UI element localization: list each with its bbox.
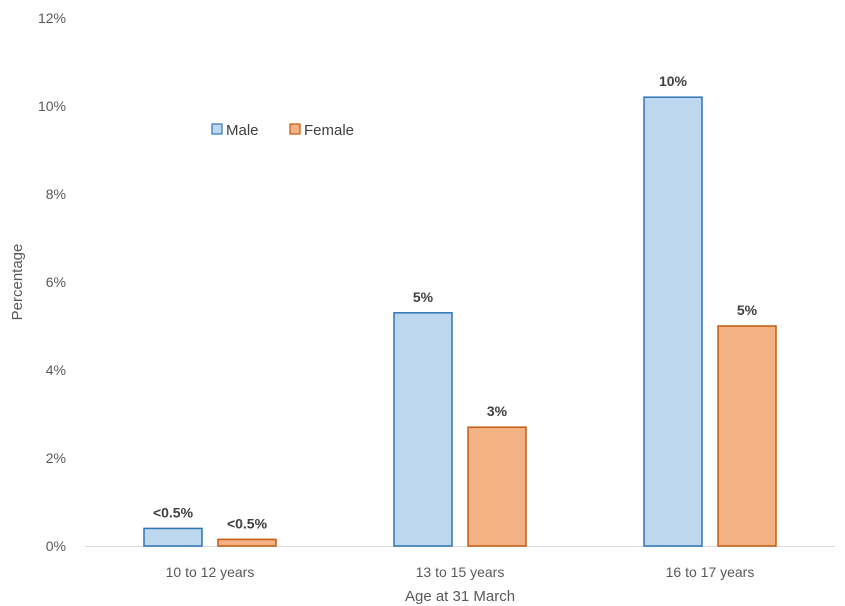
y-tick-label: 6% <box>46 274 66 290</box>
y-tick-label: 8% <box>46 186 66 202</box>
x-axis-title: Age at 31 March <box>405 588 515 605</box>
legend-label-female: Female <box>304 122 354 139</box>
x-tick-label: 10 to 12 years <box>166 564 255 580</box>
data-labels: <0.5% <0.5% 5% 3% 10% 5% <box>153 73 758 531</box>
bar-male-1 <box>393 312 453 547</box>
y-tick-label: 10% <box>38 98 66 114</box>
bar-male-0 <box>143 527 203 547</box>
data-label-female-0: <0.5% <box>227 515 268 531</box>
legend-label-male: Male <box>226 122 259 139</box>
data-label-male-1: 5% <box>413 289 434 305</box>
legend-swatch-female <box>289 123 301 135</box>
x-axis-ticks: 10 to 12 years 13 to 15 years 16 to 17 yea… <box>166 564 755 580</box>
bar-female-0 <box>217 538 277 547</box>
bars <box>143 96 777 547</box>
data-label-female-1: 3% <box>487 403 508 419</box>
y-tick-label: 2% <box>46 450 66 466</box>
data-label-male-0: <0.5% <box>153 504 194 520</box>
bar-male-2 <box>643 96 703 547</box>
data-label-female-2: 5% <box>737 302 758 318</box>
data-label-male-2: 10% <box>659 73 688 89</box>
legend: Male Female <box>211 122 354 139</box>
y-tick-label: 12% <box>38 10 66 26</box>
y-tick-label: 0% <box>46 538 66 554</box>
x-tick-label: 13 to 15 years <box>416 564 505 580</box>
bar-female-1 <box>467 426 527 547</box>
y-axis-title: Percentage <box>9 244 26 321</box>
y-axis-ticks: 0% 2% 4% 6% 8% 10% 12% <box>38 10 66 554</box>
bar-female-2 <box>717 325 777 547</box>
y-tick-label: 4% <box>46 362 66 378</box>
legend-swatch-male <box>211 123 223 135</box>
x-tick-label: 16 to 17 years <box>666 564 755 580</box>
